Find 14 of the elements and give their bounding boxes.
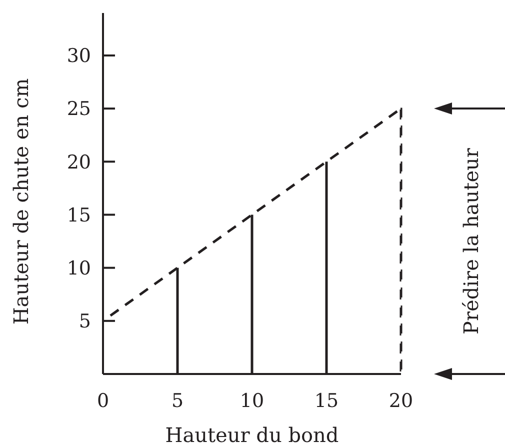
y-tick-label: 10 [66, 257, 91, 280]
y-tick-label: 25 [66, 98, 91, 120]
y-tick-label: 30 [66, 45, 91, 68]
y-tick-label: 15 [66, 204, 91, 226]
x-tick-label: 0 [96, 390, 110, 412]
y-tick-label: 5 [78, 310, 91, 333]
x-tick-label: 10 [240, 390, 264, 412]
x-axis-title: Hauteur du bond [165, 423, 339, 447]
text: Prédire la hauteur [459, 148, 483, 335]
y-tick-label: 20 [66, 151, 91, 174]
x-tick-label: 20 [388, 390, 414, 412]
x-tick-label: 15 [314, 390, 339, 412]
y-axis-title: Hauteur de chute en cm [9, 78, 33, 325]
x-tick-label: 5 [171, 390, 184, 412]
